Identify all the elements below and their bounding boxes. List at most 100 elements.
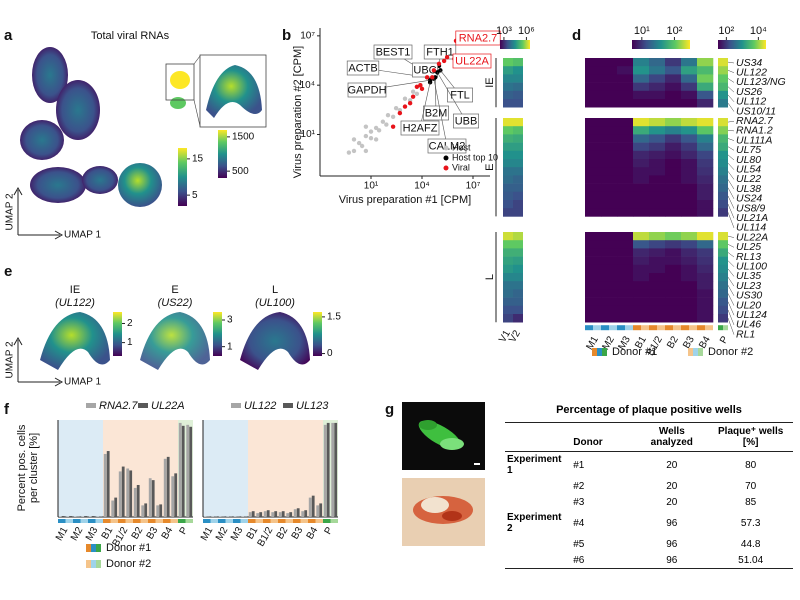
donor-swatch [597, 348, 602, 356]
label-leader [727, 301, 735, 316]
heat-cell [697, 240, 714, 249]
heat-cell [617, 82, 634, 92]
gene-label: UL46 [736, 319, 761, 331]
heat-cell [681, 248, 698, 257]
x-tick-label: M2 [214, 525, 231, 543]
heat-cell [697, 159, 714, 168]
x-tick-label: 10⁷ [466, 181, 481, 192]
header-cell: Plaque⁺ wells [%] [718, 426, 784, 448]
heat-cell [681, 264, 698, 274]
heat-cell [681, 150, 698, 160]
cluster-region [103, 420, 178, 517]
heat-cell [665, 183, 682, 193]
donor-strip [625, 325, 633, 331]
heat-cell [649, 167, 666, 176]
legend-swatch [138, 403, 148, 408]
heat-cell [697, 314, 714, 323]
heat-cell [585, 191, 602, 201]
heat-cell [513, 256, 523, 266]
point-label: GAPDH [347, 84, 386, 96]
heat-cell [718, 297, 728, 307]
column-label: B2 [665, 334, 681, 350]
heat-cell [513, 58, 523, 67]
label-leader [727, 130, 735, 132]
legend-swatch [283, 403, 293, 408]
heat-cell [718, 58, 728, 67]
heat-cell [681, 289, 698, 298]
donor-strip [633, 325, 641, 331]
gene-label: UL122 [736, 66, 767, 78]
plaque-table: Percentage of plaque positive wells Dono… [505, 404, 793, 569]
bar [301, 511, 305, 517]
heat-cell [697, 289, 714, 298]
legend-swatch [443, 155, 449, 161]
heat-cell [601, 142, 618, 152]
heat-cell [513, 183, 523, 193]
heat-cell [697, 256, 714, 266]
heat-cell [601, 281, 618, 290]
heat-cell [503, 58, 513, 67]
heat-cell [665, 240, 682, 249]
legend-label: Host [452, 142, 471, 152]
label-leader [727, 138, 735, 141]
donor-strip [185, 519, 193, 523]
heat-cell [681, 183, 698, 193]
gene-label: UL22 [736, 173, 761, 185]
heat-cell [718, 142, 728, 152]
donor-strip [673, 325, 681, 331]
donor-label: Donor #1 [106, 542, 151, 554]
heat-cell [513, 118, 523, 127]
colorbar [718, 40, 766, 49]
bar [156, 505, 160, 517]
bar [263, 511, 267, 517]
heat-cell [503, 142, 513, 152]
group-label: IE [484, 77, 496, 87]
table-cell: #2 [573, 480, 585, 492]
panel-letter: g [385, 401, 394, 418]
cluster-region [58, 420, 103, 517]
label-leader [727, 86, 735, 93]
heat-cell [665, 82, 682, 92]
colorbar [632, 40, 690, 49]
heat-cell [633, 90, 650, 100]
heat-cell [681, 142, 698, 152]
heat-cell [697, 232, 714, 241]
label-leader [727, 187, 735, 199]
legend-label: RNA2.7 [99, 400, 138, 412]
heat-cell [697, 167, 714, 176]
heat-cell [718, 264, 728, 274]
heat-cell [617, 142, 634, 152]
heat-cell [617, 200, 634, 209]
heat-cell [633, 58, 650, 67]
map-title: IE [70, 284, 80, 296]
heat-cell [503, 240, 513, 249]
heat-cell [718, 248, 728, 257]
umap-title: Total viral RNAs [91, 30, 170, 42]
colorbar [178, 148, 187, 206]
heat-cell [633, 99, 650, 108]
donor-strip [285, 519, 293, 523]
heat-cell [633, 314, 650, 323]
heat-cell [617, 256, 634, 266]
heat-cell [649, 208, 666, 217]
experiment-cell: Experiment 2 [507, 512, 562, 534]
donor-strip [293, 519, 301, 523]
colorbar-tick-label: 500 [232, 166, 249, 177]
bar [84, 516, 88, 517]
heat-cell [513, 167, 523, 176]
heat-cell [681, 167, 698, 176]
heat-cell [617, 305, 634, 315]
heat-cell [681, 273, 698, 282]
heat-cell [601, 74, 618, 83]
donor-strip [65, 519, 73, 523]
heat-cell [697, 264, 714, 274]
gene-label: US26 [736, 86, 762, 98]
callout-line [433, 78, 448, 147]
heat-cell [697, 150, 714, 160]
heat-cell [601, 58, 618, 67]
donor-strip [657, 325, 665, 331]
heat-cell [665, 150, 682, 160]
heat-cell [513, 90, 523, 100]
heat-cell [601, 264, 618, 274]
heat-cell [718, 118, 728, 127]
